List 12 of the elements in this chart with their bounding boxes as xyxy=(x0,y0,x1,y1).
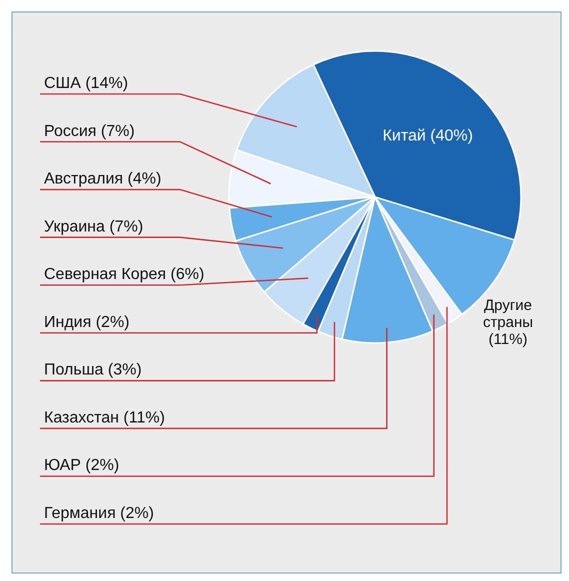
slice-label: Польша (3%) xyxy=(44,362,142,379)
slice-label: Австралия (4%) xyxy=(44,170,162,188)
slice-label: Другие страны (11%) xyxy=(482,297,534,348)
slice-label: Индия (2%) xyxy=(44,314,130,331)
slice-label: Северная Корея (6%) xyxy=(44,266,204,284)
slice-label: США (14%) xyxy=(44,75,128,92)
slice-label: ЮАР (2%) xyxy=(44,457,120,474)
slice-label: Казахстан (11%) xyxy=(44,409,165,426)
slice-label: Германия (2%) xyxy=(44,505,154,522)
slice-label: Россия (7%) xyxy=(44,122,135,140)
slice-label: Украина (7%) xyxy=(44,218,144,236)
slice-label: Китай (40%) xyxy=(382,128,473,145)
